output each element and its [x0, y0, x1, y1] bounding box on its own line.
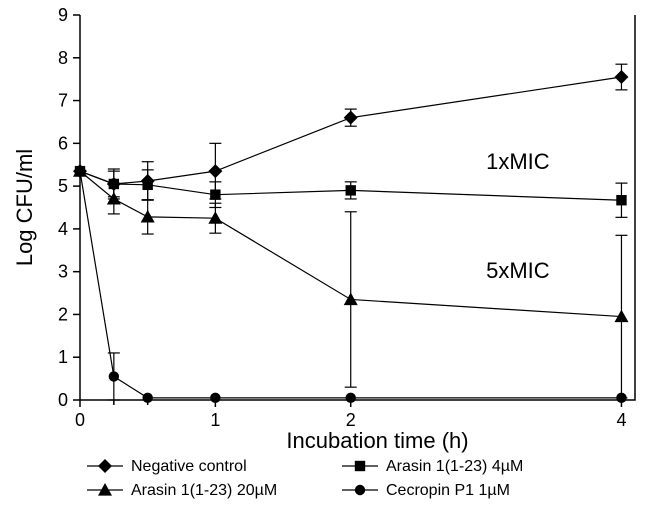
- data-marker: [109, 371, 119, 381]
- x-tick-label: 1: [210, 410, 220, 430]
- chart-svg: 0 1 2 3 4 5 6 7 8 9 0 1 2 4 Incubation time (h) Log …: [0, 0, 650, 508]
- y-tick-label: 1: [58, 347, 68, 367]
- data-marker: [107, 192, 121, 205]
- data-marker: [141, 210, 155, 223]
- legend-label: Negative control: [131, 458, 247, 475]
- data-marker: [208, 211, 222, 224]
- annotations: 1xMIC 5xMIC: [486, 149, 550, 283]
- legend-label: Arasin 1(1-23) 4µM: [386, 458, 523, 475]
- data-marker: [344, 111, 358, 125]
- legend: Negative control Arasin 1(1-23) 20µM Arasi…: [87, 458, 523, 499]
- y-tick-label: 5: [58, 176, 68, 196]
- x-axis-ticks: 0 1 2 4: [75, 400, 626, 430]
- y-tick-label: 8: [58, 48, 68, 68]
- axes-frame: [80, 15, 635, 400]
- y-axis-title: Log CFU/ml: [12, 149, 37, 266]
- y-tick-label: 6: [58, 133, 68, 153]
- legend-marker-icon: [355, 485, 365, 495]
- x-tick-label: 4: [616, 410, 626, 430]
- data-marker: [614, 70, 628, 84]
- data-marker: [344, 292, 358, 305]
- inline-annotation: 1xMIC: [486, 149, 550, 174]
- y-tick-label: 7: [58, 91, 68, 111]
- data-marker: [616, 195, 626, 205]
- chart-container: 0 1 2 3 4 5 6 7 8 9 0 1 2 4 Incubation time (h) Log …: [0, 0, 650, 508]
- data-marker: [142, 393, 152, 403]
- series-group: [73, 64, 628, 403]
- y-tick-label: 2: [58, 304, 68, 324]
- legend-label: Arasin 1(1-23) 20µM: [131, 482, 277, 499]
- legend-marker-icon: [98, 459, 112, 473]
- legend-item: Cecropin P1 1µM: [342, 482, 510, 499]
- x-tick-label: 2: [346, 410, 356, 430]
- legend-marker-icon: [98, 483, 112, 496]
- legend-item: Arasin 1(1-23) 20µM: [87, 482, 277, 499]
- y-axis-ticks: 0 1 2 3 4 5 6 7 8 9: [58, 5, 80, 410]
- legend-marker-icon: [355, 461, 365, 471]
- data-marker: [346, 393, 356, 403]
- x-tick-label: 0: [75, 410, 85, 430]
- y-tick-label: 9: [58, 5, 68, 25]
- legend-item: Negative control: [87, 458, 247, 475]
- y-tick-label: 3: [58, 262, 68, 282]
- y-tick-label: 0: [58, 390, 68, 410]
- inline-annotation: 5xMIC: [486, 258, 550, 283]
- data-marker: [210, 393, 220, 403]
- data-marker: [208, 164, 222, 178]
- data-marker: [346, 185, 356, 195]
- data-marker: [210, 189, 220, 199]
- data-marker: [616, 393, 626, 403]
- data-marker: [142, 180, 152, 190]
- x-axis-title: Incubation time (h): [286, 428, 468, 453]
- series-0: [73, 64, 628, 200]
- y-tick-label: 4: [58, 219, 68, 239]
- legend-item: Arasin 1(1-23) 4µM: [342, 458, 523, 475]
- legend-label: Cecropin P1 1µM: [386, 482, 510, 499]
- data-marker: [75, 166, 85, 176]
